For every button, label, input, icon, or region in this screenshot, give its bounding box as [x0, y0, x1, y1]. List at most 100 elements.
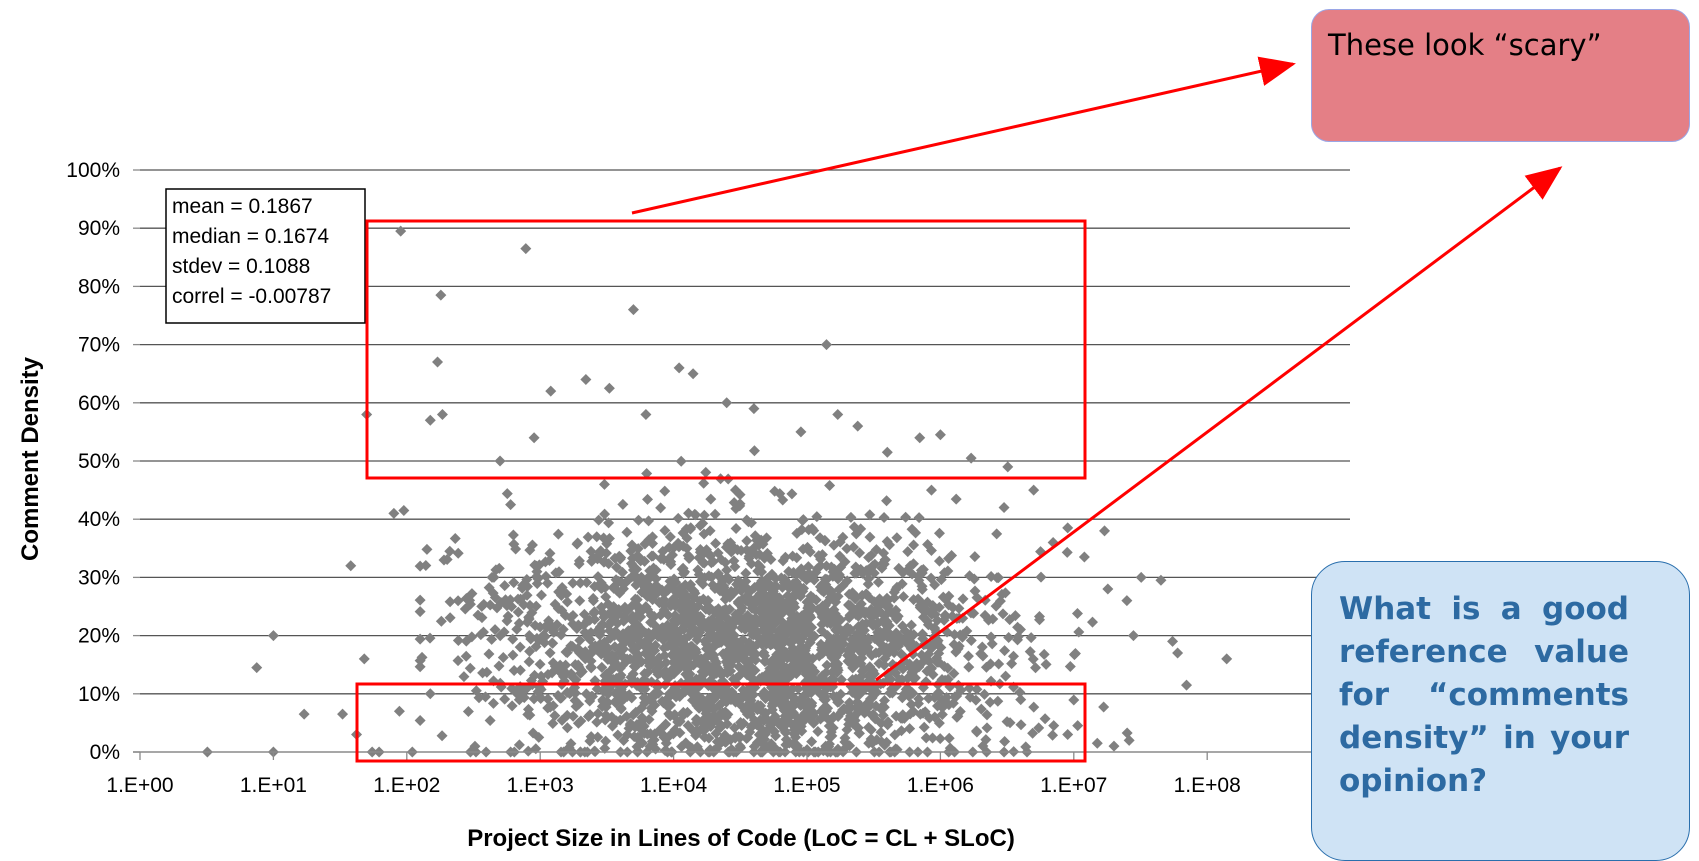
x-tick-label: 1.E+05: [773, 774, 840, 797]
x-tick-label: 1.E+03: [507, 774, 574, 797]
data-point: [1092, 738, 1103, 749]
data-point: [395, 226, 406, 237]
data-point: [934, 556, 945, 567]
data-point: [1098, 701, 1109, 712]
y-tick-label: 40%: [78, 508, 120, 531]
data-point: [991, 528, 1002, 539]
data-point: [545, 386, 556, 397]
x-axis-ticks: 1.E+00 1.E+01 1.E+02 1.E+03 1.E+04 1.E+05 1.E+…: [106, 752, 1240, 797]
data-point: [882, 447, 893, 458]
data-point: [499, 580, 510, 591]
data-point: [985, 697, 996, 708]
data-point: [398, 505, 409, 516]
scary-callout: These look “scary”: [1311, 9, 1690, 142]
data-point: [914, 512, 925, 523]
y-tick-label: 50%: [78, 450, 120, 473]
data-point: [900, 512, 911, 523]
data-point: [873, 577, 884, 588]
x-tick-label: 1.E+07: [1040, 774, 1107, 797]
data-point: [981, 722, 992, 733]
data-point: [453, 548, 464, 559]
stats-line: correl = -0.00787: [172, 285, 331, 308]
data-point: [879, 512, 890, 523]
y-tick-label: 10%: [78, 683, 120, 706]
data-point: [811, 511, 822, 522]
data-point: [495, 456, 506, 467]
data-point: [507, 650, 518, 661]
data-point: [507, 700, 518, 711]
data-point: [710, 509, 721, 520]
data-point: [721, 397, 732, 408]
data-point: [553, 529, 564, 540]
data-point: [445, 596, 456, 607]
data-point: [621, 527, 632, 538]
data-point: [963, 651, 974, 662]
data-point: [394, 706, 405, 717]
y-tick-label: 100%: [66, 159, 120, 182]
y-tick-label: 70%: [78, 334, 120, 357]
data-point: [536, 590, 547, 601]
data-point: [437, 730, 448, 741]
data-point: [926, 485, 937, 496]
data-point: [898, 591, 909, 602]
y-axis-ticks: 0%10%20%30%40%50%60%70%80%90%100%: [66, 159, 140, 764]
data-point: [1121, 595, 1132, 606]
y-tick-label: 20%: [78, 625, 120, 648]
data-point: [425, 415, 436, 426]
data-point: [508, 577, 519, 588]
x-tick-label: 1.E+00: [106, 774, 173, 797]
data-point: [914, 432, 925, 443]
data-point: [450, 533, 461, 544]
data-point: [821, 339, 832, 350]
x-tick-label: 1.E+06: [907, 774, 974, 797]
data-point: [710, 538, 721, 549]
y-tick-label: 60%: [78, 392, 120, 415]
stats-line: median = 0.1674: [172, 225, 329, 248]
scary-callout-text: These look “scary”: [1328, 28, 1602, 62]
data-point: [1048, 720, 1059, 731]
data-point: [488, 698, 499, 709]
data-point: [465, 663, 476, 674]
data-point: [1028, 702, 1039, 713]
data-point: [520, 243, 531, 254]
data-point: [545, 647, 556, 658]
data-point: [458, 671, 469, 682]
data-point: [1026, 632, 1037, 643]
data-point: [485, 715, 496, 726]
arrow-to-scary-callout: [632, 64, 1293, 213]
data-point: [1072, 608, 1083, 619]
data-point: [345, 560, 356, 571]
data-point: [1128, 630, 1139, 641]
data-point: [1181, 680, 1192, 691]
data-point: [824, 480, 835, 491]
data-point: [1002, 461, 1013, 472]
data-point: [1000, 671, 1011, 682]
data-point: [633, 515, 644, 526]
data-point: [425, 688, 436, 699]
data-point: [1155, 575, 1166, 586]
data-point: [1030, 662, 1041, 673]
data-point: [1015, 719, 1026, 730]
data-point: [1167, 636, 1178, 647]
data-point: [359, 653, 370, 664]
data-point: [529, 432, 540, 443]
data-point: [1087, 617, 1098, 628]
data-point: [864, 532, 875, 543]
data-point: [904, 723, 915, 734]
data-point: [676, 456, 687, 467]
data-point: [700, 467, 711, 478]
data-point: [963, 662, 974, 673]
data-point: [966, 453, 977, 464]
data-point: [437, 409, 448, 420]
data-point: [999, 645, 1010, 656]
data-point: [1108, 741, 1119, 752]
data-point: [508, 529, 519, 540]
data-point: [987, 638, 998, 649]
question-callout: What is a good reference value for “comm…: [1311, 561, 1690, 861]
data-point: [444, 546, 455, 557]
data-point: [453, 635, 464, 646]
data-point: [1041, 659, 1052, 670]
data-point: [659, 486, 670, 497]
x-tick-label: 1.E+08: [1174, 774, 1241, 797]
data-point: [1221, 653, 1232, 664]
